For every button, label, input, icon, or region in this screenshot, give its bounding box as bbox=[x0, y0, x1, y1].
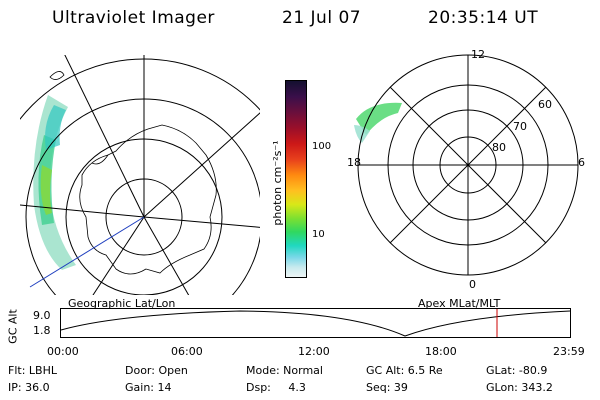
colorbar-label: photon cm⁻²s⁻¹ bbox=[271, 140, 284, 226]
orbit-timeline-label: GC Alt bbox=[6, 309, 20, 344]
timeline-xtick-0600: 06:00 bbox=[171, 345, 203, 358]
timeline-xtick-0000: 00:00 bbox=[47, 345, 79, 358]
geographic-panel-caption: Geographic Lat/Lon bbox=[68, 297, 176, 310]
mlt-label-12: 12 bbox=[471, 48, 485, 61]
colorbar bbox=[285, 80, 307, 278]
image-time: 20:35:14 UT bbox=[428, 8, 539, 28]
info-gain: Gain: 14 bbox=[125, 381, 172, 394]
orbit-timeline-plot bbox=[60, 308, 571, 338]
image-date: 21 Jul 07 bbox=[282, 8, 362, 28]
mlt-label-6: 6 bbox=[578, 156, 585, 169]
timeline-xtick-1200: 12:00 bbox=[298, 345, 330, 358]
info-ip: IP: 36.0 bbox=[8, 381, 50, 394]
mlat-label-70: 70 bbox=[513, 120, 527, 133]
info-dsp: Dsp: 4.3 bbox=[246, 381, 306, 394]
info-glon: GLon: 343.2 bbox=[486, 381, 553, 394]
timeline-xtick-1800: 18:00 bbox=[425, 345, 457, 358]
colorbar-tick-10: 10 bbox=[312, 229, 325, 240]
timeline-ytick-high: 9.0 bbox=[33, 309, 51, 322]
info-gc-alt: GC Alt: 6.5 Re bbox=[366, 364, 443, 377]
mlat-label-80: 80 bbox=[492, 141, 506, 154]
instrument-title: Ultraviolet Imager bbox=[52, 8, 215, 28]
mlat-label-60: 60 bbox=[538, 98, 552, 111]
timeline-ytick-low: 1.8 bbox=[33, 324, 51, 337]
magnetic-panel-caption: Apex MLat/MLT bbox=[418, 297, 501, 310]
info-glat: GLat: -80.9 bbox=[486, 364, 548, 377]
mlt-label-0: 0 bbox=[469, 278, 476, 291]
info-filter: Flt: LBHL bbox=[8, 364, 57, 377]
info-door: Door: Open bbox=[125, 364, 188, 377]
mlt-label-18: 18 bbox=[347, 156, 361, 169]
colorbar-tick-100: 100 bbox=[312, 141, 332, 152]
info-seq: Seq: 39 bbox=[366, 381, 408, 394]
timeline-xtick-2359: 23:59 bbox=[553, 345, 585, 358]
magnetic-polar-plot bbox=[354, 54, 579, 276]
info-mode: Mode: Normal bbox=[246, 364, 323, 377]
geographic-map-panel bbox=[20, 55, 260, 295]
